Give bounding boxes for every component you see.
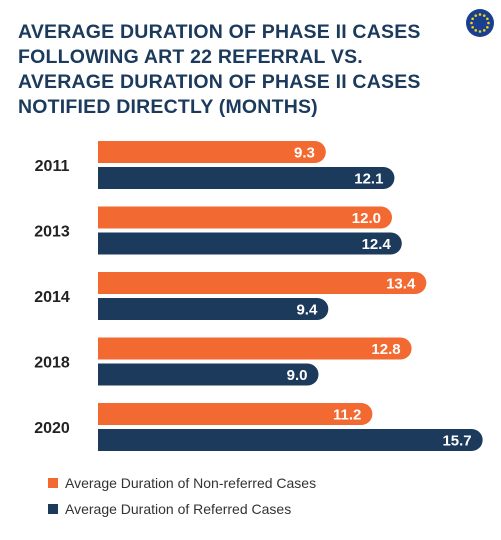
flag-star: [478, 30, 482, 33]
bar-non-referred: [98, 206, 392, 229]
data-label: 12.0: [352, 210, 381, 227]
data-label: 9.4: [296, 302, 318, 319]
legend-swatch-referred: [48, 504, 58, 514]
chart-title: AVERAGE DURATION OF PHASE II CASES FOLLO…: [18, 20, 458, 120]
flag-star: [474, 29, 478, 32]
bar-referred: [98, 429, 483, 451]
category-label: 2013: [34, 224, 70, 241]
title-line: NOTIFIED DIRECTLY (MONTHS): [18, 96, 318, 118]
data-label: 12.4: [362, 236, 392, 253]
data-label: 9.3: [294, 145, 315, 162]
bar-referred: [98, 232, 402, 255]
flag-star: [482, 29, 486, 32]
flag-star: [486, 17, 489, 21]
title-line: FOLLOWING ART 22 REFERRAL VS.: [18, 46, 363, 68]
flag-star: [470, 21, 473, 25]
bar-non-referred: [98, 337, 412, 360]
bar-referred: [98, 298, 329, 320]
legend-item-non-referred: Average Duration of Non-referred Cases: [48, 470, 316, 496]
data-label: 11.2: [333, 407, 361, 424]
bar-non-referred: [98, 141, 326, 163]
bar-referred: [98, 363, 319, 386]
data-label: 13.4: [386, 276, 416, 293]
eu-flag-background: [466, 9, 494, 37]
data-label: 15.7: [442, 433, 471, 450]
title-line: AVERAGE DURATION OF PHASE II CASES: [18, 21, 421, 43]
flag-star: [471, 17, 474, 21]
legend-label-referred: Average Duration of Referred Cases: [65, 501, 292, 517]
flag-star: [478, 13, 482, 16]
data-label: 12.1: [354, 171, 383, 188]
legend: Average Duration of Non-referred Cases A…: [48, 470, 316, 522]
bar-non-referred: [98, 272, 427, 294]
flag-star: [474, 14, 478, 17]
data-label: 12.8: [371, 341, 400, 358]
title-line: AVERAGE DURATION OF PHASE II CASES: [18, 71, 421, 93]
legend-label-non-referred: Average Duration of Non-referred Cases: [65, 475, 317, 491]
flag-star: [471, 25, 474, 29]
eu-flag-stars: [470, 13, 490, 33]
flag-star: [482, 14, 486, 17]
eu-flag-icon: [466, 9, 494, 37]
bar-referred: [98, 167, 395, 189]
bar-chart: 2011 9.3 12.1 2013 12.0 12.4 2014 13.4 9.4 2018 12…: [34, 141, 483, 451]
category-label: 2018: [34, 355, 70, 372]
flag-star: [487, 21, 490, 25]
category-label: 2014: [34, 289, 70, 306]
flag-star: [486, 25, 489, 29]
legend-item-referred: Average Duration of Referred Cases: [48, 496, 316, 522]
legend-swatch-non-referred: [48, 478, 58, 488]
category-label: 2011: [35, 158, 70, 175]
category-label: 2020: [34, 420, 70, 437]
bar-non-referred: [98, 403, 373, 425]
data-label: 9.0: [287, 367, 308, 384]
